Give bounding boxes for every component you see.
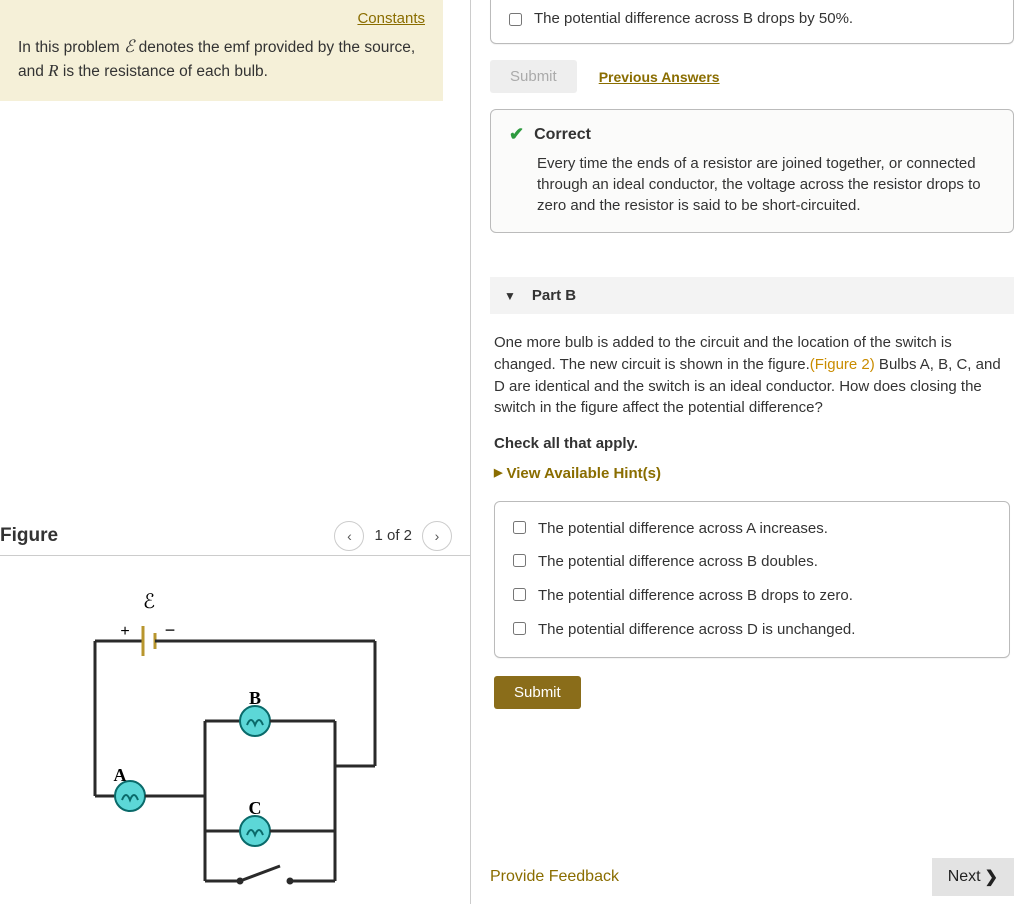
correct-body-text: Every time the ends of a resistor are jo… <box>537 153 995 216</box>
caret-down-icon: ▼ <box>504 289 516 303</box>
partA-option-box-tail: The potential difference across B drops … <box>490 0 1014 44</box>
answer-row: The potential difference across B double… <box>509 545 995 579</box>
option-text: The potential difference across D is unc… <box>538 619 855 641</box>
var-R: R <box>48 61 58 80</box>
submit-button-disabled: Submit <box>490 60 577 93</box>
check-icon: ✔ <box>509 124 524 145</box>
feedback-correct-box: ✔ Correct Every time the ends of a resis… <box>490 109 1014 233</box>
chevron-right-icon: ❯ <box>985 867 998 887</box>
var-emf: ℰ <box>124 37 134 56</box>
figure-title: Figure <box>0 525 58 547</box>
partB-header[interactable]: ▼ Part B <box>490 277 1014 314</box>
figure-2-link[interactable]: (Figure 2) <box>810 356 875 373</box>
answer-row: The potential difference across B drops … <box>509 579 995 613</box>
figure-pager: ‹ 1 of 2 › <box>334 521 452 551</box>
option-text: The potential difference across B drops … <box>534 10 853 27</box>
option-checkbox[interactable] <box>509 13 522 26</box>
pager-prev-button[interactable]: ‹ <box>334 521 364 551</box>
submit-row-A: Submit Previous Answers <box>490 60 1014 93</box>
pager-text: 1 of 2 <box>374 527 412 544</box>
problem-intro: Constants In this problem ℰ denotes the … <box>0 0 443 101</box>
partB-title: Part B <box>532 287 576 304</box>
view-hints-link[interactable]: ▶ View Available Hint(s) <box>494 463 1010 485</box>
intro-text: In this problem ℰ denotes the emf provid… <box>18 35 425 83</box>
intro-frag-3: is the resistance of each bulb. <box>59 63 268 80</box>
next-label: Next <box>948 868 981 886</box>
answer-row: The potential difference across D is unc… <box>509 613 995 647</box>
footer-row: Provide Feedback Next ❯ <box>490 858 1014 896</box>
option-text: The potential difference across B double… <box>538 551 818 573</box>
svg-text:ℰ: ℰ <box>143 591 155 613</box>
partB-body: One more bulb is added to the circuit an… <box>490 332 1014 709</box>
hints-text: View Available Hint(s) <box>506 463 661 485</box>
figure-header: Figure ‹ 1 of 2 › <box>0 521 470 556</box>
option-checkbox[interactable] <box>513 588 526 601</box>
svg-text:A: A <box>114 765 127 785</box>
submit-button[interactable]: Submit <box>494 676 581 709</box>
intro-frag-1: In this problem <box>18 39 124 56</box>
check-all-label: Check all that apply. <box>494 433 1010 455</box>
svg-text:−: − <box>165 620 176 640</box>
option-checkbox[interactable] <box>513 622 526 635</box>
answer-row: The potential difference across A increa… <box>509 512 995 546</box>
constants-link[interactable]: Constants <box>18 10 425 27</box>
svg-text:B: B <box>249 688 261 708</box>
option-text: The potential difference across A increa… <box>538 518 828 540</box>
partB-options-box: The potential difference across A increa… <box>494 501 1010 658</box>
option-checkbox[interactable] <box>513 521 526 534</box>
caret-right-icon: ▶ <box>494 466 502 482</box>
circuit-diagram: + −ℰ A B C <box>75 586 395 906</box>
option-text: The potential difference across B drops … <box>538 585 853 607</box>
previous-answers-link[interactable]: Previous Answers <box>599 69 720 85</box>
pager-next-button[interactable]: › <box>422 521 452 551</box>
next-button[interactable]: Next ❯ <box>932 858 1014 896</box>
option-checkbox[interactable] <box>513 554 526 567</box>
svg-text:C: C <box>249 798 262 818</box>
answer-row: The potential difference across B drops … <box>505 4 999 33</box>
correct-label: Correct <box>534 126 591 144</box>
svg-text:+: + <box>120 623 129 640</box>
provide-feedback-link[interactable]: Provide Feedback <box>490 868 619 886</box>
